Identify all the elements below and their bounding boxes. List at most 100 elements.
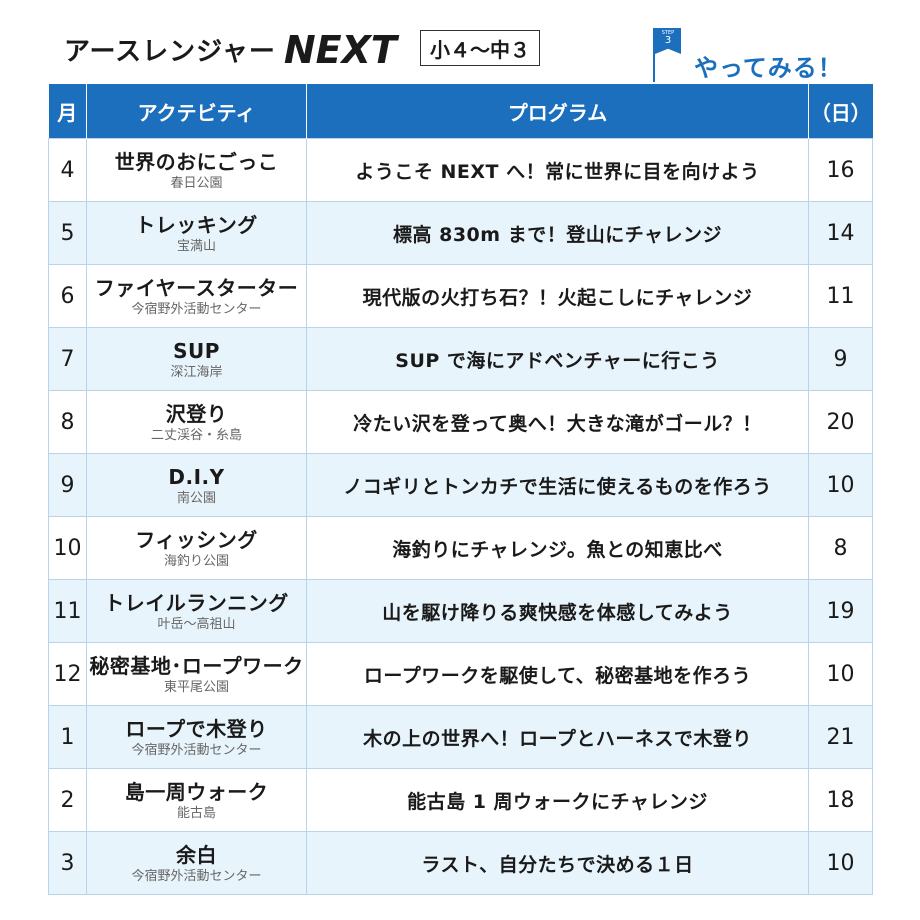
month-cell: 11 — [48, 579, 87, 643]
activity-cell: 沢登り 二丈渓谷・糸島 — [86, 390, 307, 454]
table-row: 2 島一周ウォーク 能古島 能古島 1 周ウォークにチャレンジ 18 — [48, 768, 873, 832]
activity-cell: 島一周ウォーク 能古島 — [86, 768, 307, 832]
day-cell: 21 — [808, 705, 873, 769]
activity-place: 今宿野外活動センター — [131, 301, 262, 317]
table-row: 1 ロープで木登り 今宿野外活動センター 木の上の世界へ！ロープとハーネスで木登り… — [48, 705, 873, 769]
activity-cell: 世界のおにごっこ 春日公園 — [86, 138, 307, 202]
table-row: 5 トレッキング 宝満山 標高 830m まで！登山にチャレンジ 14 — [48, 201, 873, 265]
program-cell: 冷たい沢を登って奥へ！大きな滝がゴール？！ — [306, 390, 809, 454]
grade-badge: 小４〜中３ — [420, 30, 540, 66]
activity-cell: フィッシング 海釣り公園 — [86, 516, 307, 580]
month-cell: 2 — [48, 768, 87, 832]
activity-place: 今宿野外活動センター — [131, 868, 262, 884]
step-flag-icon: STEP 3 — [652, 28, 682, 82]
month-cell: 4 — [48, 138, 87, 202]
activity-name: フィッシング — [135, 527, 258, 552]
day-cell: 10 — [808, 453, 873, 517]
table-row: 7 SUP 深江海岸 SUP で海にアドベンチャーに行こう 9 — [48, 327, 873, 391]
activity-cell: ロープで木登り 今宿野外活動センター — [86, 705, 307, 769]
table-row: 4 世界のおにごっこ 春日公園 ようこそ NEXT へ！常に世界に目を向けよう 1… — [48, 138, 873, 202]
program-cell: 山を駆け降りる爽快感を体感してみよう — [306, 579, 809, 643]
activity-name: 世界のおにごっこ — [114, 149, 279, 174]
activity-place: 東平尾公園 — [163, 679, 229, 695]
activity-name: 島一周ウォーク — [124, 779, 269, 804]
month-cell: 5 — [48, 201, 87, 265]
activity-name: 秘密基地･ロープワーク — [89, 653, 304, 678]
title-text: アースレンジャー — [64, 37, 276, 67]
page-header: アースレンジャー NEXT 小４〜中３ STEP 3 やってみる！ — [0, 0, 920, 84]
day-cell: 20 — [808, 390, 873, 454]
month-cell: 6 — [48, 264, 87, 328]
table-row: 12 秘密基地･ロープワーク 東平尾公園 ロープワークを駆使して、秘密基地を作ろう… — [48, 642, 873, 706]
program-cell: 木の上の世界へ！ロープとハーネスで木登り — [306, 705, 809, 769]
header-program: プログラム — [306, 84, 809, 139]
activity-place: 二丈渓谷・糸島 — [150, 427, 242, 443]
activity-name: ロープで木登り — [125, 716, 268, 741]
month-cell: 1 — [48, 705, 87, 769]
program-cell: 標高 830m まで！登山にチャレンジ — [306, 201, 809, 265]
table-row: 3 余白 今宿野外活動センター ラスト、自分たちで決める１日 10 — [48, 831, 873, 895]
activity-place: 叶岳〜高祖山 — [157, 616, 236, 632]
day-cell: 16 — [808, 138, 873, 202]
activity-place: 深江海岸 — [170, 364, 223, 380]
program-cell: ロープワークを駆使して、秘密基地を作ろう — [306, 642, 809, 706]
activity-cell: 余白 今宿野外活動センター — [86, 831, 307, 895]
program-cell: SUP で海にアドベンチャーに行こう — [306, 327, 809, 391]
month-cell: 9 — [48, 453, 87, 517]
flag-cloth: STEP 3 — [655, 28, 681, 54]
header-month: 月 — [48, 84, 87, 139]
schedule-table: 月 アクテビティ プログラム （日） 4 世界のおにごっこ 春日公園 ようこそ N… — [48, 84, 873, 895]
day-cell: 10 — [808, 831, 873, 895]
activity-place: 南公園 — [176, 490, 216, 506]
title-next: NEXT — [283, 28, 397, 72]
month-cell: 12 — [48, 642, 87, 706]
day-cell: 11 — [808, 264, 873, 328]
table-header-row: 月 アクテビティ プログラム （日） — [48, 84, 873, 139]
table-row: 8 沢登り 二丈渓谷・糸島 冷たい沢を登って奥へ！大きな滝がゴール？！ 20 — [48, 390, 873, 454]
activity-cell: SUP 深江海岸 — [86, 327, 307, 391]
program-cell: ラスト、自分たちで決める１日 — [306, 831, 809, 895]
day-cell: 10 — [808, 642, 873, 706]
month-cell: 10 — [48, 516, 87, 580]
table-row: 11 トレイルランニング 叶岳〜高祖山 山を駆け降りる爽快感を体感してみよう 19 — [48, 579, 873, 643]
activity-place: 能古島 — [176, 805, 216, 821]
activity-name: ファイヤースターター — [94, 275, 299, 300]
activity-name: トレイルランニング — [104, 590, 289, 615]
activity-cell: トレッキング 宝満山 — [86, 201, 307, 265]
month-cell: 7 — [48, 327, 87, 391]
page-title: アースレンジャー NEXT — [64, 28, 397, 72]
day-cell: 9 — [808, 327, 873, 391]
step-label: STEP — [661, 30, 675, 36]
activity-place: 海釣り公園 — [163, 553, 229, 569]
day-cell: 18 — [808, 768, 873, 832]
table-row: 9 D.I.Y 南公園 ノコギリとトンカチで生活に使えるものを作ろう 10 — [48, 453, 873, 517]
activity-name: トレッキング — [135, 212, 258, 237]
activity-place: 春日公園 — [170, 175, 223, 191]
program-cell: 現代版の火打ち石？！火起こしにチャレンジ — [306, 264, 809, 328]
activity-cell: D.I.Y 南公園 — [86, 453, 307, 517]
month-cell: 8 — [48, 390, 87, 454]
step-number: 3 — [664, 35, 672, 46]
table-row: 10 フィッシング 海釣り公園 海釣りにチャレンジ。魚との知恵比べ 8 — [48, 516, 873, 580]
activity-name: SUP — [173, 338, 220, 363]
month-cell: 3 — [48, 831, 87, 895]
activity-cell: ファイヤースターター 今宿野外活動センター — [86, 264, 307, 328]
program-cell: ようこそ NEXT へ！常に世界に目を向けよう — [306, 138, 809, 202]
program-cell: ノコギリとトンカチで生活に使えるものを作ろう — [306, 453, 809, 517]
program-cell: 海釣りにチャレンジ。魚との知恵比べ — [306, 516, 809, 580]
day-cell: 19 — [808, 579, 873, 643]
activity-cell: トレイルランニング 叶岳〜高祖山 — [86, 579, 307, 643]
activity-name: D.I.Y — [168, 464, 225, 489]
activity-place: 宝満山 — [176, 238, 216, 254]
table-row: 6 ファイヤースターター 今宿野外活動センター 現代版の火打ち石？！火起こしにチャ… — [48, 264, 873, 328]
day-cell: 8 — [808, 516, 873, 580]
activity-name: 余白 — [176, 842, 217, 867]
activity-name: 沢登り — [165, 401, 228, 426]
activity-cell: 秘密基地･ロープワーク 東平尾公園 — [86, 642, 307, 706]
header-day: （日） — [808, 84, 873, 139]
program-cell: 能古島 1 周ウォークにチャレンジ — [306, 768, 809, 832]
header-activity: アクテビティ — [86, 84, 307, 139]
activity-place: 今宿野外活動センター — [131, 742, 262, 758]
day-cell: 14 — [808, 201, 873, 265]
flag-pole — [653, 28, 655, 82]
